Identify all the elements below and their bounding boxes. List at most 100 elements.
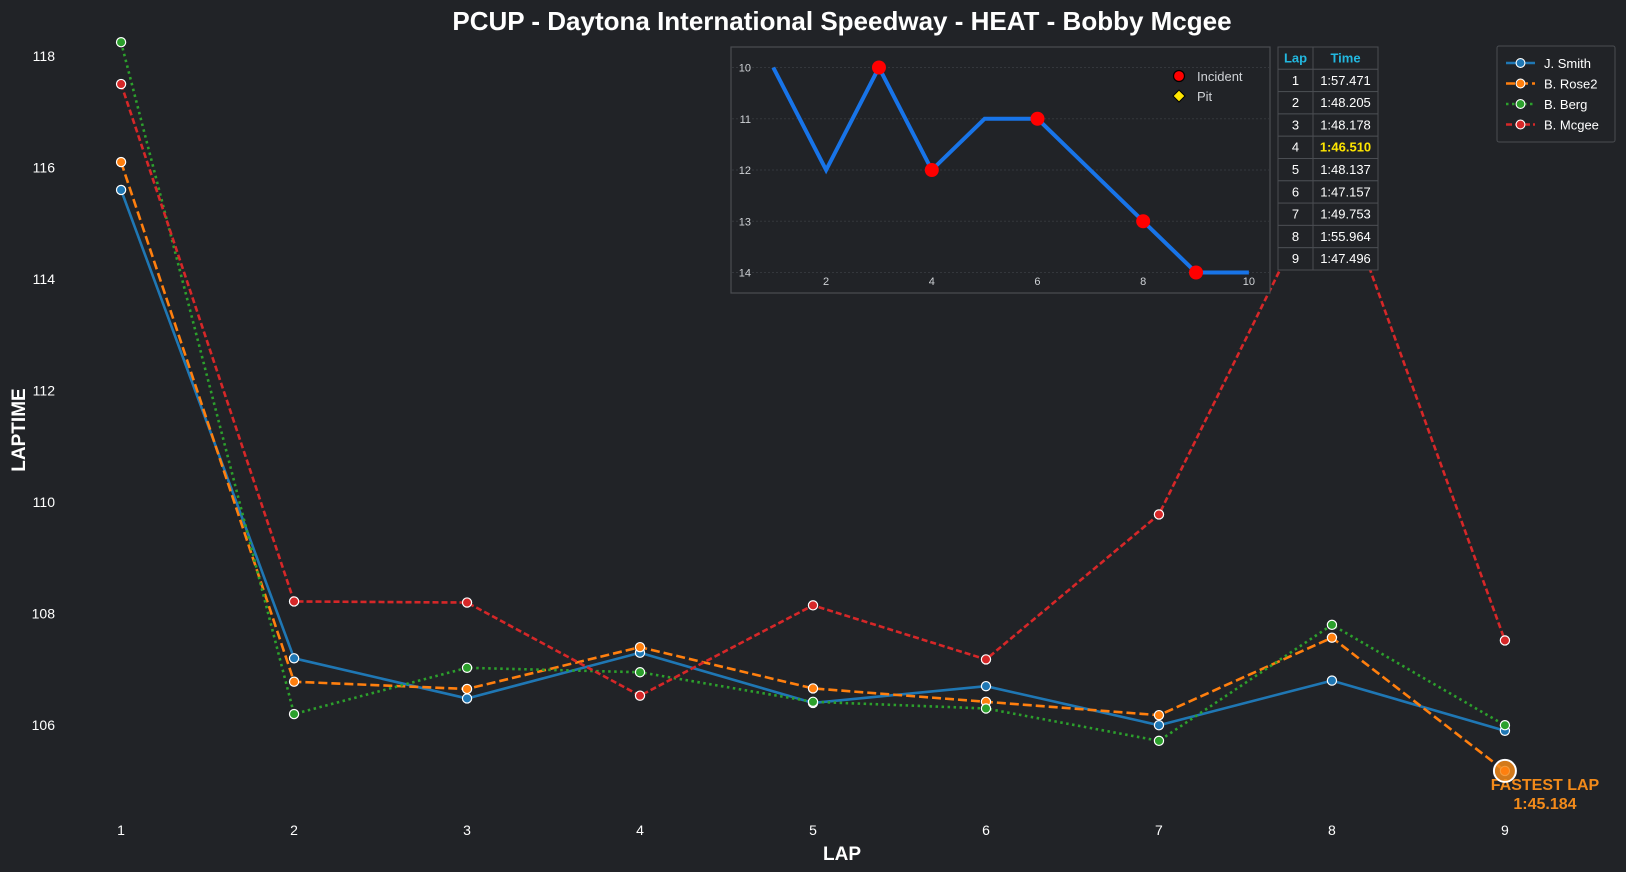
table-header-row: Lap Time xyxy=(1277,46,1379,70)
x-tick-label: 2 xyxy=(290,822,298,838)
legend-label: B. Berg xyxy=(1544,97,1587,112)
y-tick-label: 110 xyxy=(33,494,56,510)
x-tick-label: 1 xyxy=(117,822,125,838)
table-cell-time: 1:47.157 xyxy=(1320,184,1371,199)
table-cell-lap: 9 xyxy=(1292,251,1299,266)
table-header-time: Time xyxy=(1330,51,1360,66)
incident-marker xyxy=(1189,265,1204,280)
inset-x-tick-label: 2 xyxy=(823,276,829,288)
data-point xyxy=(1153,709,1165,721)
series-b-berg xyxy=(115,37,1511,747)
legend-frame xyxy=(1496,45,1616,143)
inset-y-tick-label: 14 xyxy=(739,268,751,280)
y-tick-label: 118 xyxy=(33,48,56,64)
data-point xyxy=(288,653,300,664)
data-point xyxy=(115,156,127,168)
data-point xyxy=(461,683,473,695)
table-cell-lap: 3 xyxy=(1292,117,1299,132)
data-point xyxy=(461,662,473,673)
chart-title: PCUP - Daytona International Speedway - … xyxy=(452,6,1231,36)
table-cell-lap: 4 xyxy=(1292,140,1299,155)
data-point xyxy=(115,78,127,90)
lap-time-table: Lap Time 1 1:57.471 2 1:48.205 3 1:48.178 4 1:46.… xyxy=(1277,46,1379,271)
pit-legend-label: Pit xyxy=(1197,89,1213,104)
y-tick-label: 116 xyxy=(33,160,56,176)
data-point xyxy=(115,184,127,196)
x-tick-label: 9 xyxy=(1501,822,1509,838)
table-cell-lap: 6 xyxy=(1292,184,1299,199)
data-point xyxy=(461,693,473,704)
table-row: 4 1:46.510 xyxy=(1277,135,1379,159)
data-point xyxy=(807,696,819,707)
data-point xyxy=(634,641,646,653)
inset-position-line xyxy=(771,63,1249,275)
x-tick-label: 4 xyxy=(636,822,644,838)
data-point xyxy=(1153,735,1165,747)
table-cell-time: 1:55.964 xyxy=(1320,229,1371,244)
position-inset-chart: 10 11 12 13 14 2 4 6 8 10 Incident Pit xyxy=(730,46,1271,294)
table-row: 2 1:48.205 xyxy=(1277,91,1379,115)
data-point xyxy=(807,600,819,611)
inset-x-tick-label: 10 xyxy=(1243,276,1255,288)
series-b-rose2 xyxy=(115,156,1511,777)
inset-x-tick-label: 4 xyxy=(929,276,935,288)
table-cell-lap: 1 xyxy=(1292,73,1299,88)
pit-legend-marker xyxy=(1172,89,1186,103)
legend-entry: B. Mcgee xyxy=(1506,118,1599,133)
data-point xyxy=(1499,720,1511,731)
incident-marker xyxy=(871,60,886,75)
table-row: 5 1:48.137 xyxy=(1277,158,1379,182)
fastest-lap-annotation: FASTEST LAP 1:45.184 xyxy=(1491,758,1600,813)
y-tick-label: 108 xyxy=(32,606,56,622)
data-point xyxy=(1153,720,1165,731)
data-point xyxy=(1326,675,1338,686)
data-point xyxy=(807,683,819,694)
incident-legend-marker xyxy=(1172,69,1186,83)
data-point xyxy=(980,703,992,714)
table-cell-frame xyxy=(1312,247,1379,271)
table-header-lap: Lap xyxy=(1284,51,1307,66)
legend-entry: J. Smith xyxy=(1506,56,1591,71)
legend-marker xyxy=(1515,58,1526,68)
legend-marker xyxy=(1515,99,1526,109)
data-point xyxy=(288,676,300,687)
x-axis-label: LAP xyxy=(823,844,861,865)
incident-marker xyxy=(1136,214,1151,229)
table-cell-lap: 7 xyxy=(1292,207,1299,222)
fastest-lap-value: 1:45.184 xyxy=(1513,796,1576,813)
inset-y-tick-label: 11 xyxy=(740,114,751,126)
fastest-lap-label: FASTEST LAP xyxy=(1491,777,1600,794)
data-point xyxy=(288,708,300,720)
table-cell-lap: 2 xyxy=(1292,95,1299,110)
incident-marker xyxy=(924,163,939,177)
table-cell-time: 1:49.753 xyxy=(1320,207,1371,222)
table-row: 8 1:55.964 xyxy=(1277,224,1379,249)
data-point xyxy=(1499,635,1511,646)
y-tick-label: 106 xyxy=(32,717,56,733)
x-tick-label: 3 xyxy=(463,822,471,838)
inset-x-tick-label: 6 xyxy=(1034,276,1040,288)
inset-y-tick-label: 13 xyxy=(739,216,751,228)
table-row: 1 1:57.471 xyxy=(1277,68,1379,93)
inset-x-tick-label: 8 xyxy=(1140,276,1146,288)
table-cell-time: 1:48.205 xyxy=(1320,95,1371,110)
y-tick-label: 114 xyxy=(33,271,56,287)
incident-marker xyxy=(1030,111,1045,126)
table-cell-time: 1:48.137 xyxy=(1320,162,1371,177)
data-point xyxy=(1326,619,1338,631)
fastest-lap-marker-core xyxy=(1500,766,1509,775)
inset-y-tick-label: 10 xyxy=(739,63,751,75)
legend-entry: B. Berg xyxy=(1506,97,1587,112)
x-tick-label: 8 xyxy=(1328,822,1336,838)
legend-label: B. Rose2 xyxy=(1544,77,1597,92)
legend-marker xyxy=(1515,78,1526,89)
table-row: 9 1:47.496 xyxy=(1277,247,1379,271)
data-point xyxy=(634,690,646,701)
y-axis-label: LAPTIME xyxy=(9,388,30,471)
data-point xyxy=(634,667,646,678)
legend-marker xyxy=(1515,119,1526,130)
legend-entry: B. Rose2 xyxy=(1506,77,1597,92)
inset-position-series xyxy=(771,60,1249,280)
inset-axis-ticks: 10 11 12 13 14 2 4 6 8 10 xyxy=(739,63,1255,289)
